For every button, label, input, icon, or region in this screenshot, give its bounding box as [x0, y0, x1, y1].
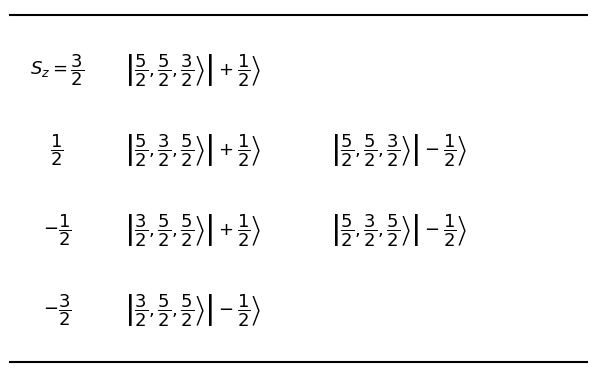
Text: $\left|\dfrac{5}{2}, \dfrac{3}{2}, \dfrac{5}{2}\right\rangle\left|+\dfrac{1}{2}\: $\left|\dfrac{5}{2}, \dfrac{3}{2}, \dfra… [124, 132, 261, 168]
Text: $-\dfrac{3}{2}$: $-\dfrac{3}{2}$ [43, 293, 72, 328]
Text: $\dfrac{1}{2}$: $\dfrac{1}{2}$ [50, 132, 64, 168]
Text: $\left|\dfrac{5}{2}, \dfrac{5}{2}, \dfrac{3}{2}\right\rangle\left|+\dfrac{1}{2}\: $\left|\dfrac{5}{2}, \dfrac{5}{2}, \dfra… [124, 52, 261, 88]
Text: $\left|\dfrac{3}{2}, \dfrac{5}{2}, \dfrac{5}{2}\right\rangle\left|+\dfrac{1}{2}\: $\left|\dfrac{3}{2}, \dfrac{5}{2}, \dfra… [124, 212, 261, 248]
Text: $\left|\dfrac{5}{2}, \dfrac{3}{2}, \dfrac{5}{2}\right\rangle\left|-\dfrac{1}{2}\: $\left|\dfrac{5}{2}, \dfrac{3}{2}, \dfra… [330, 212, 467, 248]
Text: $\left|\dfrac{3}{2}, \dfrac{5}{2}, \dfrac{5}{2}\right\rangle\left|-\dfrac{1}{2}\: $\left|\dfrac{3}{2}, \dfrac{5}{2}, \dfra… [124, 292, 261, 329]
Text: $-\dfrac{1}{2}$: $-\dfrac{1}{2}$ [43, 213, 72, 248]
Text: $\left|\dfrac{5}{2}, \dfrac{5}{2}, \dfrac{3}{2}\right\rangle\left|-\dfrac{1}{2}\: $\left|\dfrac{5}{2}, \dfrac{5}{2}, \dfra… [330, 132, 467, 168]
Text: $S_z = \dfrac{3}{2}$: $S_z = \dfrac{3}{2}$ [30, 52, 84, 88]
